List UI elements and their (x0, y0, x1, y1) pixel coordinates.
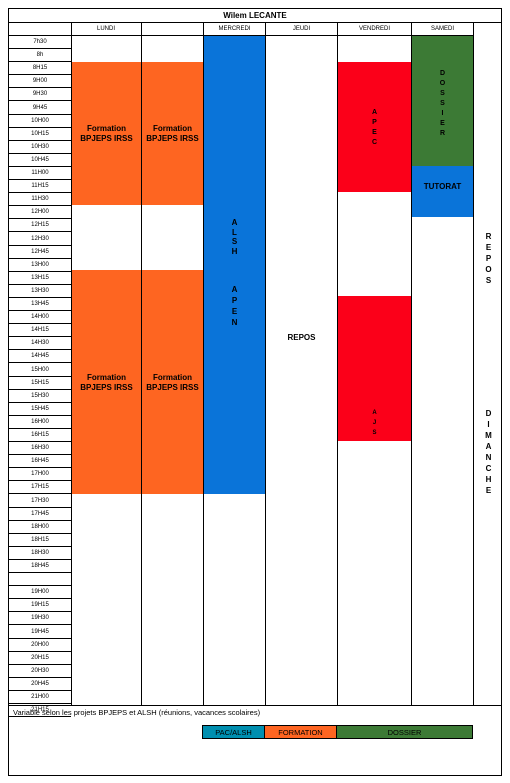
column-divider (203, 23, 204, 705)
time-slot-label: 14H00 (9, 311, 71, 325)
time-slot-label: 20H45 (9, 678, 71, 691)
formation-block-lundi-morning: Formation BPJEPS IRSS (72, 62, 141, 205)
column-divider (411, 23, 412, 705)
time-slot-label: 8h (9, 49, 71, 63)
repos-dimanche-label: REPOS (485, 232, 492, 285)
schedule-grid: 21H15 21H00 20H45 20H30 20H15 20H00 19H45 19H30… (9, 23, 501, 718)
time-slot-label: 8H15 (9, 62, 71, 76)
time-slot-label: 17H00 (9, 468, 71, 482)
time-slot-label: 11H30 (9, 193, 71, 207)
time-slot-label: 21H00 (9, 691, 71, 705)
time-slot-label: 16H30 (9, 442, 71, 456)
time-slot-label: 12H15 (9, 219, 71, 233)
time-slot-label: 15H15 (9, 377, 71, 390)
time-slot-label: 7h30 (9, 36, 71, 50)
repos-jeudi-label: REPOS (287, 333, 316, 342)
ajs-label: AJS (372, 410, 377, 436)
dossier-block: DOSSIER (412, 36, 473, 166)
time-slot-label: 13H00 (9, 259, 71, 272)
column-divider (337, 23, 338, 705)
time-slot-label: 14H45 (9, 350, 71, 364)
time-slot-label: 15H45 (9, 403, 71, 416)
time-slot-label: 21H15 (9, 704, 71, 718)
time-slot-label: 19H45 (9, 626, 71, 639)
time-slot-label: 11H00 (9, 167, 71, 181)
time-slot-label: 13H15 (9, 272, 71, 285)
day-header-samedi: SAMEDI (430, 26, 454, 32)
grid-bottom-line (9, 705, 501, 706)
column-divider (71, 23, 72, 705)
formation-block-mardi-afternoon: Formation BPJEPS IRSS (142, 270, 203, 494)
time-slot-label: 14H30 (9, 337, 71, 351)
column-divider (473, 23, 474, 705)
legend-formation: FORMATION (264, 725, 337, 739)
time-slot-label: 18H00 (9, 521, 71, 534)
legend-pac-alsh: PAC/ALSH (202, 725, 265, 739)
time-slot-label: 16H45 (9, 455, 71, 469)
apec-block: APEC (338, 62, 411, 192)
column-divider (265, 23, 266, 705)
time-slot-label: 13H45 (9, 298, 71, 312)
schedule-sheet: Wilem LECANTE 21H15 21H00 20H45 20H30 20H15 2… (8, 8, 502, 776)
day-header-vendredi: VENDREDI (358, 26, 390, 32)
time-slot-label: 10H30 (9, 141, 71, 154)
day-header-row (9, 23, 473, 36)
time-slot-label: 10H00 (9, 115, 71, 128)
time-slot-label: 16H15 (9, 429, 71, 443)
formation-label: Formation BPJEPS IRSS (146, 373, 199, 392)
formation-label: Formation BPJEPS IRSS (80, 124, 133, 143)
time-slot-label: 19H15 (9, 599, 71, 613)
time-slot-label: 13H30 (9, 285, 71, 298)
apec-label: APEC (371, 109, 378, 146)
ajs-block: AJS (338, 296, 411, 441)
legend-dossier: DOSSIER (336, 725, 473, 739)
tutorat-label: TUTORAT (423, 182, 462, 191)
time-slot-label: 12H30 (9, 233, 71, 246)
time-slot-label: 19H30 (9, 612, 71, 626)
column-divider (141, 23, 142, 705)
day-header-mercredi: MERCREDI (218, 26, 251, 32)
time-slot-label (9, 573, 71, 587)
time-slot-label: 15H00 (9, 364, 71, 377)
dossier-label: DOSSIER (439, 70, 446, 137)
formation-block-lundi-afternoon: Formation BPJEPS IRSS (72, 270, 141, 494)
time-slot-label: 10H15 (9, 128, 71, 141)
time-slot-label: 18H30 (9, 547, 71, 560)
schedule-note: Variable selon les projets BPJEPS et ALS… (13, 708, 261, 717)
day-header-jeudi: JEUDI (292, 26, 311, 32)
time-slot-label: 17H15 (9, 481, 71, 495)
time-slot-label: 16H00 (9, 416, 71, 429)
time-slot-label: 17H30 (9, 495, 71, 508)
day-header-mardi (142, 23, 203, 35)
time-slot-label: 9H45 (9, 102, 71, 115)
formation-block-mardi-morning: Formation BPJEPS IRSS (142, 62, 203, 205)
dimanche-label: DIMANCHE (485, 409, 492, 495)
schedule-title: Wilem LECANTE (9, 9, 501, 23)
time-slot-label: 19H00 (9, 586, 71, 600)
time-slot-label: 11H15 (9, 180, 71, 194)
time-slot-label: 17H45 (9, 508, 71, 521)
apen-label: APEN (231, 285, 238, 327)
formation-label: Formation BPJEPS IRSS (80, 373, 133, 392)
alsh-apen-block: ALSH APEN (204, 36, 265, 494)
time-slot-label: 10H45 (9, 154, 71, 167)
tutorat-block: TUTORAT (412, 166, 473, 217)
formation-label: Formation BPJEPS IRSS (146, 124, 199, 143)
time-slot-label: 18H15 (9, 534, 71, 547)
time-slot-label: 9H30 (9, 88, 71, 102)
time-slot-label: 12H45 (9, 246, 71, 259)
day-header-lundi: LUNDI (96, 26, 115, 32)
time-slot-label: 12H00 (9, 206, 71, 220)
time-slot-label: 9H00 (9, 75, 71, 89)
time-slot-label: 20H30 (9, 665, 71, 678)
time-slot-label: 15H30 (9, 390, 71, 403)
time-slot-label: 18H45 (9, 560, 71, 574)
time-slot-label: 14H15 (9, 324, 71, 338)
time-slot-label: 20H00 (9, 639, 71, 652)
time-slot-label: 20H15 (9, 652, 71, 665)
alsh-label: ALSH (231, 218, 238, 256)
